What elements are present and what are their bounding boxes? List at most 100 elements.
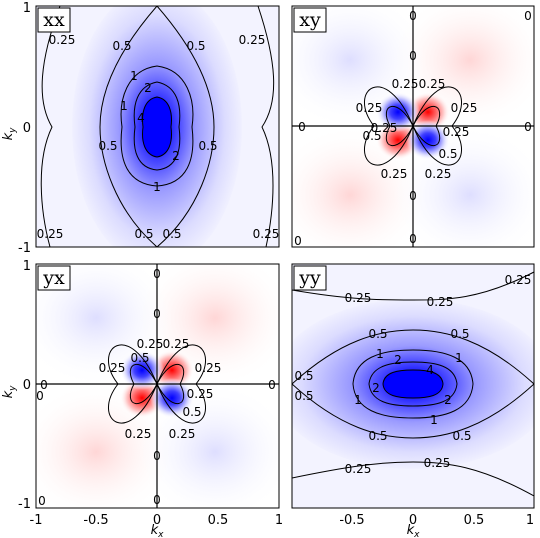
panel-yy-clabel: 0.25 [345,291,372,305]
panel-yy-title-box [293,265,327,291]
panel-yy-clabel: 1 [376,347,384,361]
panel-yy-clabel: 0.5 [450,327,469,341]
panel-xx-contour-0-25-left [40,6,61,247]
panel-xy-clabel: 0.25 [371,121,398,135]
panel-yy-clabel: 4 [426,363,434,377]
panel-xx-clabel: 0.5 [198,139,217,153]
panel-xy-clabel: 0.25 [451,101,478,115]
panel-xy-contour [412,86,463,127]
panel-xy-lobe-blue [376,92,420,132]
panel-yx-clabel: 0.25 [187,387,214,401]
panel-xx: xx 0.25 0.25 0.5 0.5 1 1 1 2 2 4 0.5 0.5… [1,1,280,256]
panel-yy-frame [291,263,535,509]
panel-xx-ytick: 1 [23,1,31,16]
panel-xx-contour-4 [142,96,172,158]
panel-xx-clabel: 1 [130,69,138,83]
panel-yx-contour [107,344,158,385]
panel-yy-clabel: 2 [394,353,402,367]
panel-yx-clabel: 0 [40,378,48,392]
panel-yy-clabel: 0.5 [294,389,313,403]
panel-xx-contour-2 [133,81,181,171]
panel-yy-xtick: 0.5 [464,513,485,528]
panel-xx-clabel: 2 [172,149,180,163]
panel-xy-contour [363,125,414,166]
panel-yy-clabel: 2 [444,393,452,407]
panel-yx-clabel: 0 [153,307,161,321]
panel-yx-title: yx [42,267,65,289]
panel-yy-clabel: 0.5 [294,369,313,383]
panel-yx-contour [129,363,158,385]
panel-yx-clabel: 0.25 [195,361,222,375]
panel-yx-contour [156,383,207,424]
panel-xx-frame [35,5,280,248]
panel-yy-clabel: 0.25 [505,273,532,287]
panel-xy-clabel: 0.5 [438,147,457,161]
panel-yy-contour-0-25-bottom [292,461,534,497]
panel-xy-contour [385,125,414,147]
panel-xy-clabel: 0.25 [425,167,452,181]
panel-yx-clabel: 0 [38,494,46,508]
panel-xy-clabel: 0 [409,9,417,23]
panel-xy-contour [412,105,441,127]
panel-yx-contour [129,383,158,405]
panel-yx-contour-labels: 0.25 0.25 0.25 0.25 0.25 0.5 0.5 0.25 0.… [36,267,276,508]
panel-xy-clabel: 0 [409,189,417,203]
panel-xy-clabel: 0 [294,234,302,248]
panel-xx-contour-0-5 [99,6,215,247]
panel-xy-contour [412,125,463,166]
panel-yx-lobe-blue [150,378,194,418]
panel-yx-xtick: 0 [153,513,161,528]
panel-yy-clabel: 1 [354,393,362,407]
panel-yx-ytick: 1 [23,259,31,274]
panel-yy-contour-0-5 [292,329,534,439]
panel-yx-contour [156,344,207,385]
panel-yx-xtick: -1 [30,513,43,528]
panel-xy-clabel: 0 [298,120,306,134]
panel-yx-lobe-blue [120,350,164,390]
panel-yx-xlabel: kx [151,523,165,538]
panel-yy-contour-1 [352,349,474,419]
panel-xx-ytick: 0 [23,121,31,136]
panel-xx-clabel: 0.25 [253,227,280,241]
panel-yx-contour [156,363,185,385]
panel-xy-clabel: 0 [409,49,417,63]
panel-xx-clabel: 0.5 [186,39,205,53]
panel-xx-ylabel: ky [1,127,18,141]
panel-yx-clabel: 0.25 [99,361,126,375]
panel-yx-xtick: 1 [275,513,283,528]
panel-yy-clabel: 0.25 [427,295,454,309]
panel-xx-clabel: 0.5 [162,227,181,241]
panel-yx-clabel: 0 [268,378,276,392]
panel-yy-contour-4 [382,369,444,399]
panel-yy-clabel: 1 [430,413,438,427]
panel-xy-lobe-blue [406,120,450,160]
panel-yx-clabel: 0.25 [137,337,164,351]
panel-yx-title-box [37,265,71,291]
panel-yx-clabel: 0.25 [125,427,152,441]
panel-xx-ytick: -1 [18,241,31,256]
panel-yy-clabel: 0.5 [368,429,387,443]
panel-yy-clabel: 0.5 [452,429,471,443]
panel-xx-clabel: 0.25 [239,33,266,47]
panel-xy-contour [385,105,414,127]
panel-xy-clabel: 0.25 [419,77,446,91]
panel-yx-clabel: 0 [153,493,161,507]
panel-xy-clabel: 0.25 [356,101,383,115]
panel-xx-clabel: 0.5 [98,139,117,153]
panel-xy-contour-labels: 0.25 0.25 0.25 0.25 0.25 0.5 0.5 0.25 0.… [294,9,532,248]
panel-yx-ytick: -1 [18,497,31,512]
panel-yx-contour [107,383,158,424]
panel-yx-clabel: 0.5 [182,405,201,419]
panel-xy-title: xy [299,9,321,31]
panel-yy-clabel: 0.25 [424,456,451,470]
panel-yy-xtick: -0.5 [339,513,364,528]
panel-xx-clabel: 1 [153,180,161,194]
panel-yx: yx 0.25 0.25 0.25 0.25 0.25 0.5 0.5 0.25… [1,259,283,538]
panel-xy-frame [291,5,535,248]
panel-xx-clabel: 0.25 [37,227,64,241]
panel-yy: yy 0.25 0.25 0.25 0.25 0.25 0.5 0.5 0.5 … [291,263,535,538]
panel-yy-xtick: 1 [526,513,534,528]
panel-xx-title: xx [43,9,65,31]
panel-yx-clabel: 0 [36,389,44,403]
